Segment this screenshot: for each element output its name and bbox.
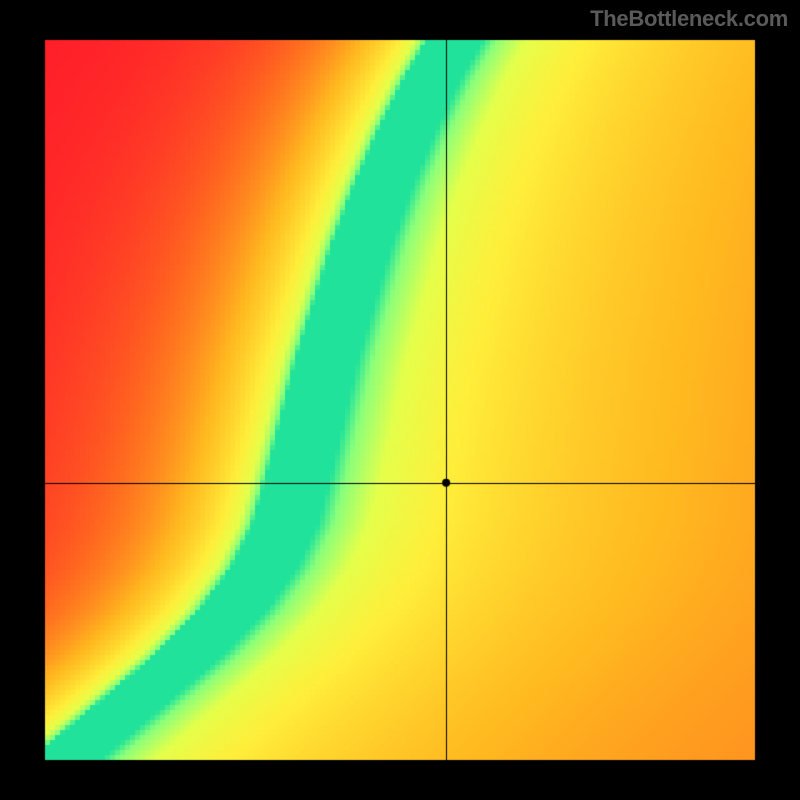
watermark-label: TheBottleneck.com: [590, 6, 788, 32]
chart-container: TheBottleneck.com: [0, 0, 800, 800]
heatmap-canvas: [0, 0, 800, 800]
